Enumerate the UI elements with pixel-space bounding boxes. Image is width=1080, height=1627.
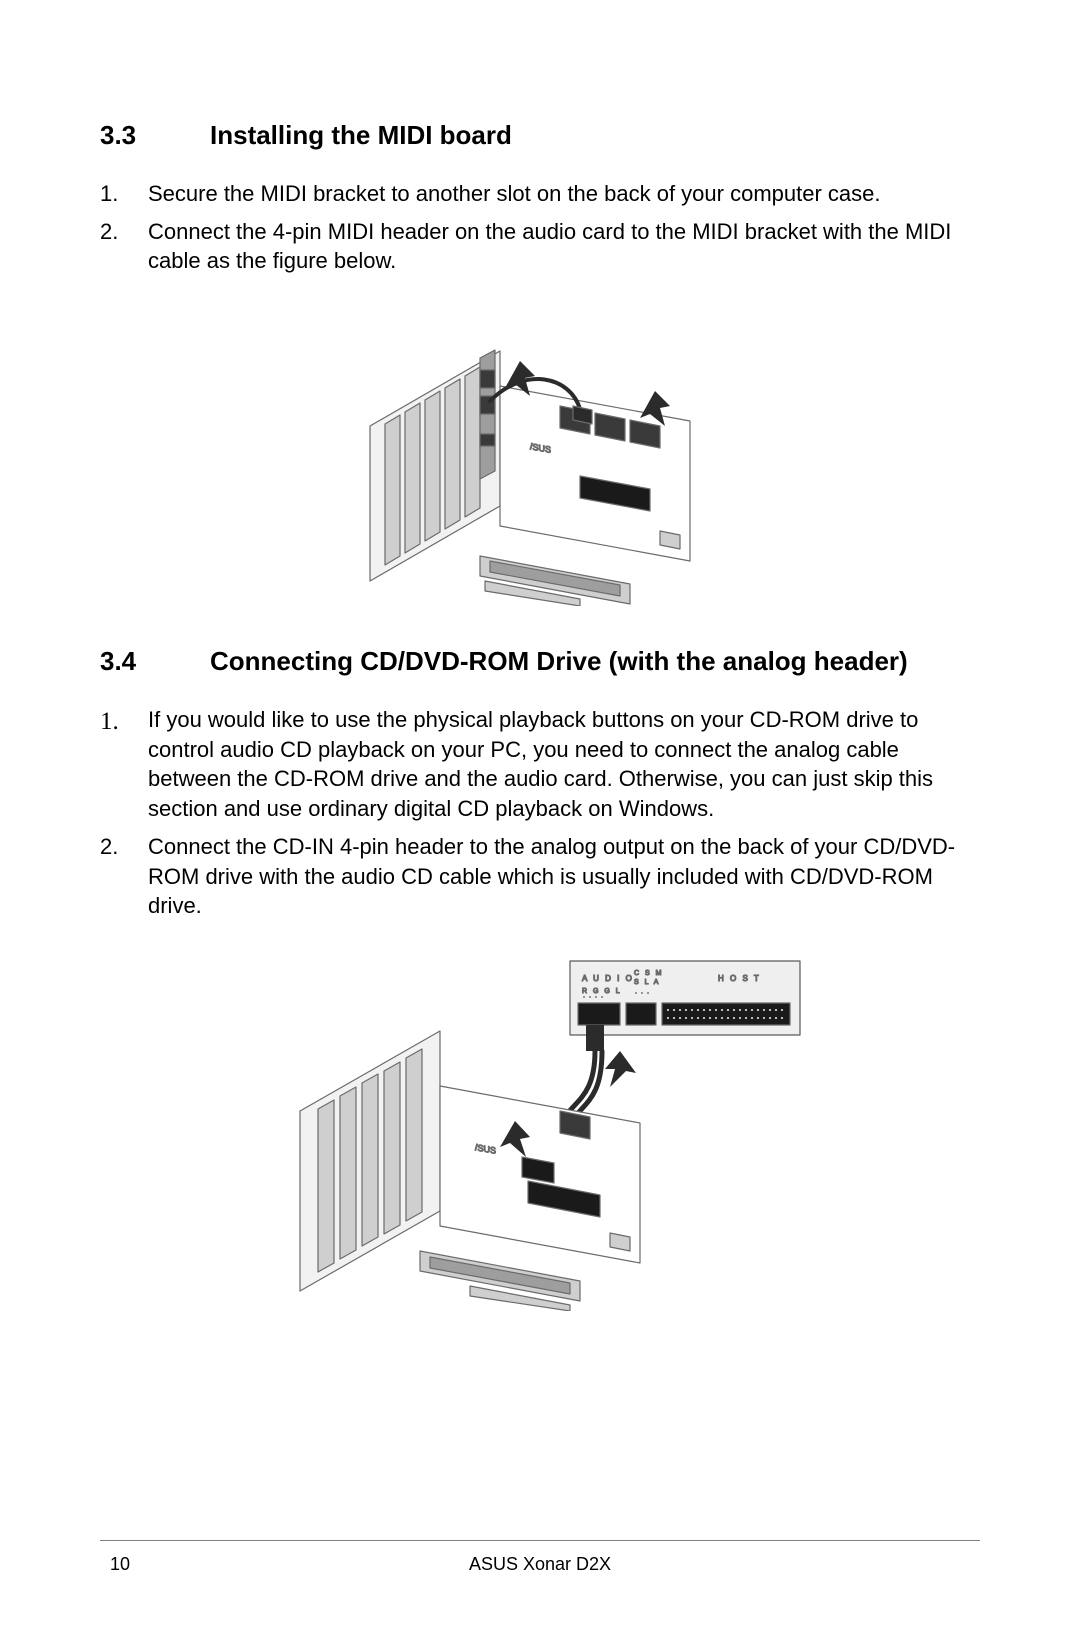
- section-3-3-heading: 3.3 Installing the MIDI board: [100, 120, 980, 151]
- list-item-text: Secure the MIDI bracket to another slot …: [148, 179, 980, 209]
- section-3-4-heading: 3.4 Connecting CD/DVD-ROM Drive (with th…: [100, 646, 980, 677]
- figure-3-4-wrap: A U D I O C S M S L A H O S T R G G L: [100, 951, 980, 1311]
- section-3-3-list: 1. Secure the MIDI bracket to another sl…: [100, 179, 980, 276]
- list-item-text: Connect the CD-IN 4-pin header to the an…: [148, 832, 980, 921]
- list-item: 1. If you would like to use the physical…: [100, 705, 980, 824]
- list-item: 1. Secure the MIDI bracket to another sl…: [100, 179, 980, 209]
- drive-label-rggl: R G G L: [582, 988, 622, 995]
- list-item-number: 1.: [100, 179, 124, 209]
- drive-label-sla: S L A: [634, 979, 660, 986]
- list-item-number: 2.: [100, 217, 124, 276]
- list-item-text: Connect the 4-pin MIDI header on the aud…: [148, 217, 980, 276]
- section-number: 3.3: [100, 120, 150, 151]
- section-number: 3.4: [100, 646, 150, 677]
- drive-label-csm: C S M: [634, 970, 663, 977]
- footer-title: ASUS Xonar D2X: [100, 1554, 980, 1575]
- list-item-number: 1.: [100, 705, 124, 824]
- section-title: Installing the MIDI board: [210, 120, 980, 151]
- list-item-number: 2.: [100, 832, 124, 921]
- drive-label-host: H O S T: [718, 974, 761, 983]
- drive-label-audio: A U D I O: [582, 974, 634, 983]
- section-title: Connecting CD/DVD-ROM Drive (with the an…: [210, 646, 980, 677]
- list-item: 2. Connect the CD-IN 4-pin header to the…: [100, 832, 980, 921]
- cd-dvd-illustration: A U D I O C S M S L A H O S T R G G L: [270, 951, 810, 1311]
- section-3-4-list: 1. If you would like to use the physical…: [100, 705, 980, 921]
- page: 3.3 Installing the MIDI board 1. Secure …: [0, 0, 1080, 1627]
- figure-3-3-wrap: /SUS: [100, 306, 980, 606]
- footer-rule: [100, 1540, 980, 1541]
- midi-board-illustration: /SUS: [330, 306, 750, 606]
- list-item: 2. Connect the 4-pin MIDI header on the …: [100, 217, 980, 276]
- list-item-text: If you would like to use the physical pl…: [148, 705, 980, 824]
